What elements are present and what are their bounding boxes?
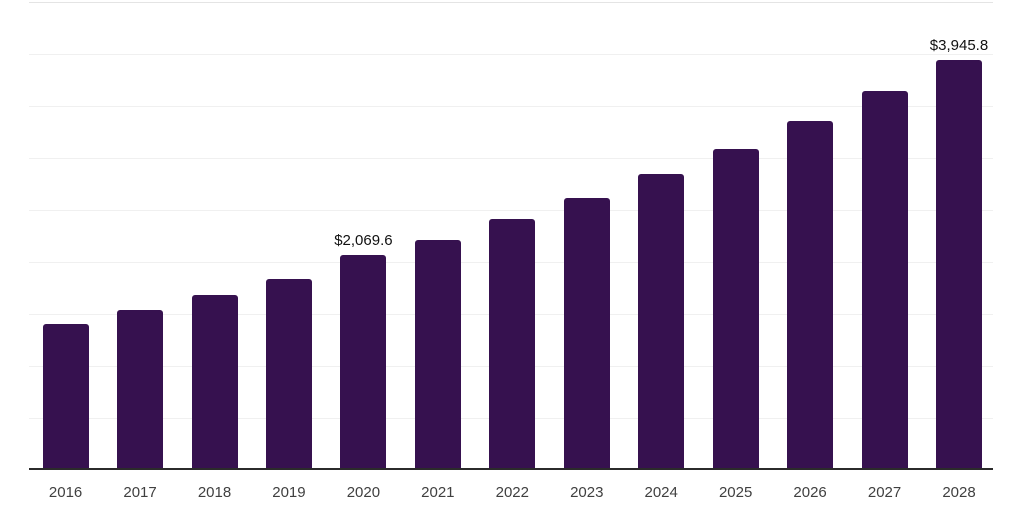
x-tick-label-2016: 2016 — [48, 484, 83, 501]
x-tick-label-2018: 2018 — [197, 484, 232, 501]
x-tick-label-2019: 2019 — [272, 484, 306, 501]
x-tick-label-2017: 2017 — [123, 484, 157, 501]
gridline-3500 — [29, 106, 993, 107]
bar-2022[interactable] — [489, 218, 536, 470]
x-tick-label-2025: 2025 — [718, 484, 753, 501]
gridline-4000 — [29, 54, 993, 55]
x-axis-labels: 2016 2017 2018 2019 2020 2021 2022 2023 2024 2025… — [0, 470, 1024, 512]
bar-2028[interactable] — [936, 59, 982, 470]
x-tick-label-2027: 2027 — [867, 484, 902, 501]
x-tick-label-2023: 2023 — [570, 484, 604, 501]
bar-2018[interactable] — [191, 294, 238, 470]
bar-2017[interactable] — [117, 309, 164, 470]
gridline-2500 — [29, 210, 993, 211]
bar-value-label-2028: $3,945.8 — [929, 36, 989, 54]
bar-2023[interactable] — [563, 198, 610, 470]
gridline-4500 — [29, 2, 993, 3]
x-tick-label-2021: 2021 — [421, 484, 455, 501]
bar-2019[interactable] — [265, 278, 312, 470]
x-tick-label-2022: 2022 — [495, 484, 529, 501]
bar-2026[interactable] — [787, 121, 834, 470]
x-tick-label-2028: 2028 — [942, 484, 976, 501]
x-axis-line — [29, 468, 993, 470]
bar-2020[interactable] — [340, 254, 387, 470]
plot-area: $2,069.6 $3,945.8 — [29, 2, 993, 470]
bar-2025[interactable] — [712, 148, 759, 470]
bar-2027[interactable] — [861, 90, 908, 470]
x-tick-label-2024: 2024 — [644, 484, 678, 501]
bar-value-label-2020: $2,069.6 — [334, 231, 393, 249]
x-tick-label-2026: 2026 — [793, 484, 827, 501]
bar-2016[interactable] — [42, 324, 89, 470]
x-tick-label-2020: 2020 — [346, 484, 381, 501]
gridline-3000 — [29, 158, 993, 159]
bar-2024[interactable] — [638, 174, 685, 470]
bar-2021[interactable] — [414, 240, 461, 470]
